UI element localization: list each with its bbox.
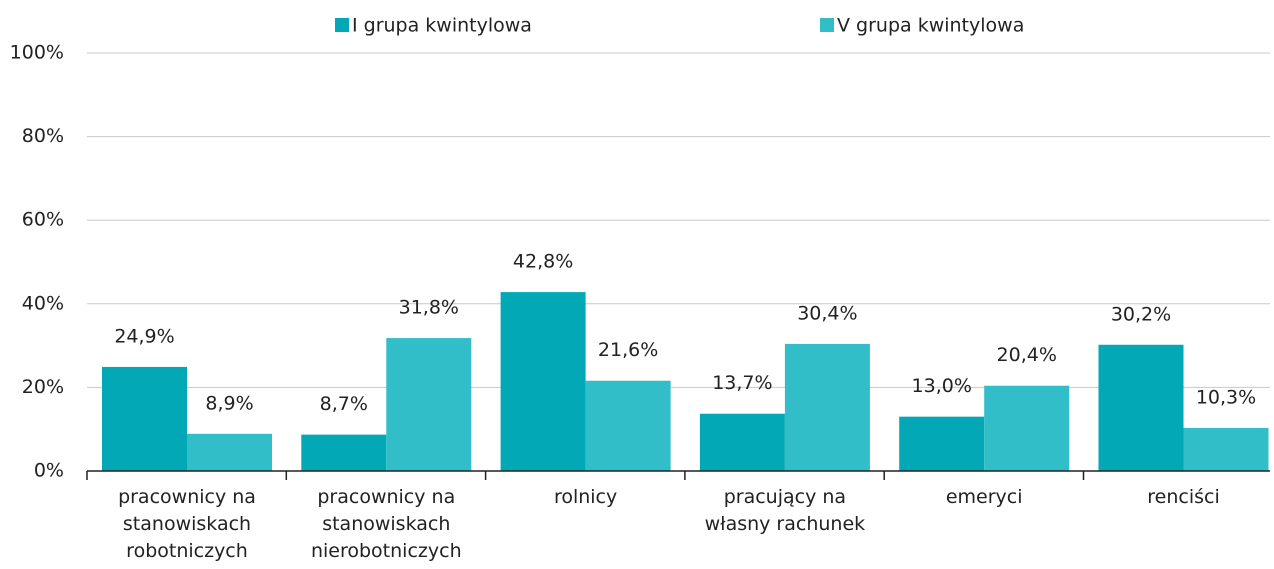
bar — [699, 413, 785, 471]
bar — [1183, 427, 1269, 471]
value-label: 21,6% — [598, 339, 658, 361]
x-tick-label: pracownicy na stanowiskach nierobotniczy… — [310, 486, 462, 562]
legend-label: I grupa kwintylowa — [352, 15, 532, 37]
y-tick-label: 40% — [22, 292, 64, 314]
x-tick-label: emeryci — [945, 486, 1023, 508]
bar — [984, 385, 1070, 471]
value-label: 30,2% — [1111, 303, 1171, 325]
y-tick-label: 20% — [22, 376, 64, 398]
x-tick-label: pracujący na własny rachunek — [704, 486, 866, 535]
y-tick-label: 0% — [34, 460, 64, 482]
bar — [585, 380, 671, 471]
bar — [386, 338, 472, 471]
x-tick-label: renciści — [1147, 486, 1220, 508]
value-label: 8,9% — [205, 392, 253, 414]
value-label: 13,7% — [712, 372, 772, 394]
value-label: 42,8% — [513, 251, 573, 273]
bar — [899, 416, 985, 471]
legend-label: V grupa kwintylowa — [837, 15, 1024, 37]
value-label: 24,9% — [114, 325, 174, 347]
x-tick-label: rolnicy — [553, 486, 618, 508]
bar — [187, 433, 272, 471]
legend-swatch — [820, 18, 834, 32]
y-tick-label: 80% — [22, 125, 64, 147]
value-label: 30,4% — [797, 302, 857, 324]
legend-swatch — [335, 18, 349, 32]
bar — [784, 343, 870, 471]
value-label: 8,7% — [320, 393, 368, 415]
bar — [500, 292, 586, 471]
y-tick-label: 100% — [10, 42, 64, 64]
value-label: 31,8% — [399, 297, 459, 319]
bar — [301, 434, 387, 471]
value-label: 13,0% — [912, 375, 972, 397]
value-label: 20,4% — [997, 344, 1057, 366]
x-tick-label: pracownicy na stanowiskach robotniczych — [118, 486, 256, 562]
y-tick-label: 60% — [22, 209, 64, 231]
bar — [1098, 344, 1184, 471]
bar — [102, 366, 187, 471]
value-label: 10,3% — [1196, 386, 1256, 408]
